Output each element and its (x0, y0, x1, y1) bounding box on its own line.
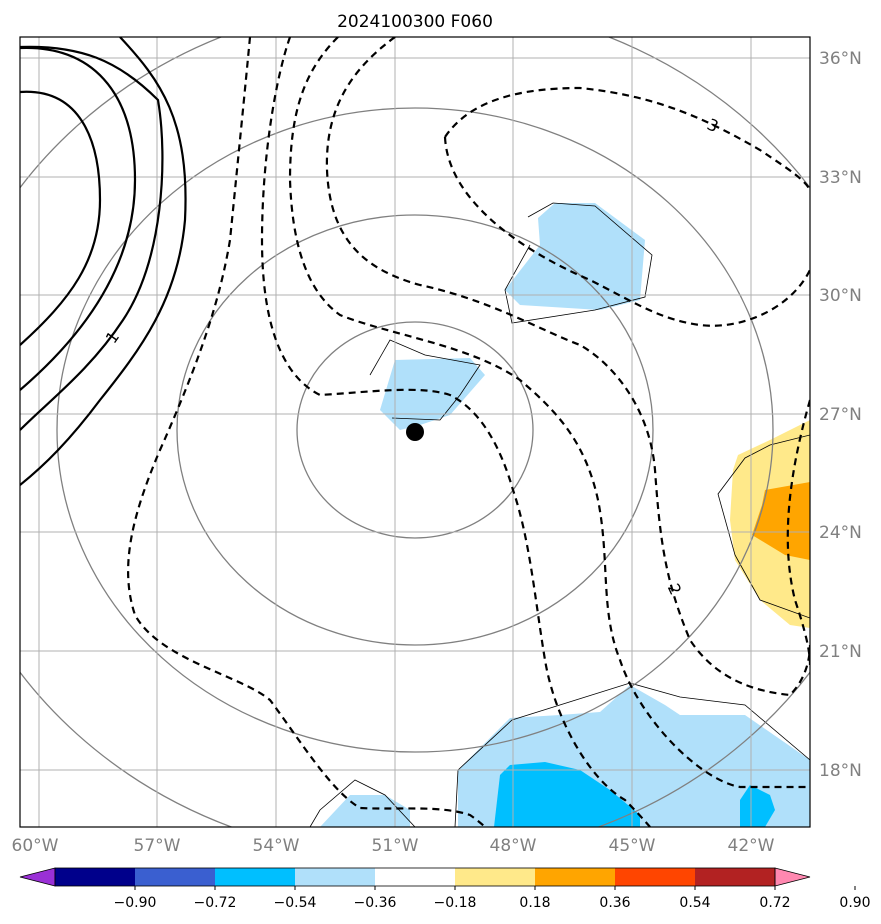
range-ring-2 (176, 214, 654, 646)
colorbar-tick-label: −0.54 (274, 895, 317, 911)
colorbar: −0.90 −0.72 −0.54 −0.36 −0.18 0.18 0.36 0.54 0.7… (19, 867, 871, 911)
shaded-fields (320, 203, 810, 827)
colorbar-tick-label: 0.90 (839, 895, 870, 911)
orange-region-east (752, 482, 810, 560)
colorbar-segment (615, 868, 696, 886)
lat-label: 18°N (819, 761, 862, 781)
colorbar-tick-label: −0.18 (434, 895, 477, 911)
colorbar-extension-low (19, 867, 56, 887)
lon-label: 51°W (372, 836, 419, 856)
lon-label: 60°W (12, 836, 59, 856)
lat-label: 33°N (819, 168, 862, 188)
light-blue-region-center (380, 358, 485, 430)
solid-contours (20, 37, 187, 486)
colorbar-tick-label: 0.36 (599, 895, 630, 911)
colorbar-segment (55, 868, 136, 886)
latitude-labels: 36°N 33°N 30°N 27°N 24°N 21°N 18°N (819, 49, 862, 781)
figure-title: 2024100300 F060 (337, 12, 493, 32)
range-ring-1 (296, 321, 534, 539)
colorbar-segment (295, 868, 376, 886)
colorbar-segment (535, 868, 616, 886)
lon-label: 48°W (490, 836, 537, 856)
lat-label: 21°N (819, 642, 862, 662)
colorbar-extension-high (774, 867, 811, 887)
light-blue-region-southwest (320, 795, 410, 827)
lon-label: 57°W (134, 836, 181, 856)
lat-label: 24°N (819, 523, 862, 543)
longitude-labels: 60°W 57°W 54°W 51°W 48°W 45°W 42°W (12, 836, 775, 856)
lon-label: 45°W (609, 836, 656, 856)
lat-label: 36°N (819, 49, 862, 69)
light-blue-region-north (505, 203, 645, 310)
lon-label: 42°W (728, 836, 775, 856)
colorbar-segment (455, 868, 536, 886)
colorbar-tick-label: 0.72 (759, 895, 790, 911)
colorbar-segment (215, 868, 296, 886)
colorbar-tick-label: −0.90 (114, 895, 157, 911)
colorbar-segment (135, 868, 216, 886)
lat-label: 27°N (819, 405, 862, 425)
storm-center-marker (406, 423, 424, 441)
range-ring-3 (56, 107, 774, 753)
contour-label-dashed-3: 3 (704, 115, 721, 137)
colorbar-tick-label: 0.54 (679, 895, 710, 911)
colorbar-tick-label: 0.18 (519, 895, 550, 911)
blue-region-southeast (740, 785, 775, 827)
colorbar-segment (375, 868, 456, 886)
dashed-contours (127, 37, 810, 827)
contour-label-dashed-2: 2 (664, 581, 686, 598)
colorbar-tick-label: −0.36 (354, 895, 397, 911)
colorbar-tick-label: −0.72 (194, 895, 237, 911)
lon-label: 54°W (253, 836, 300, 856)
colorbar-frame (54, 867, 776, 887)
plot-frame (19, 36, 811, 828)
gridlines (20, 37, 810, 827)
colorbar-segment (695, 868, 776, 886)
blue-region-south (494, 762, 640, 827)
lat-label: 30°N (819, 286, 862, 306)
